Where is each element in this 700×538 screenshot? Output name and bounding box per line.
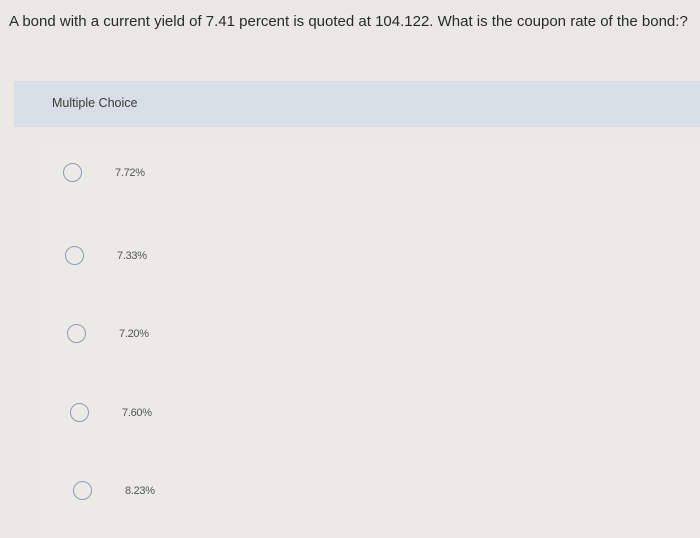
option-3[interactable]: 7.20% xyxy=(67,324,149,343)
option-label: 8.23% xyxy=(125,484,155,497)
option-label: 7.60% xyxy=(122,406,152,419)
option-2[interactable]: 7.33% xyxy=(65,246,147,265)
radio-button[interactable] xyxy=(73,481,92,500)
option-5[interactable]: 8.23% xyxy=(73,481,155,500)
section-label: Multiple Choice xyxy=(52,96,138,110)
option-label: 7.20% xyxy=(119,327,149,340)
option-label: 7.33% xyxy=(117,249,147,262)
radio-button[interactable] xyxy=(63,163,82,182)
multiple-choice-header: Multiple Choice xyxy=(14,81,700,127)
radio-button[interactable] xyxy=(70,403,89,422)
option-4[interactable]: 7.60% xyxy=(70,403,152,422)
radio-button[interactable] xyxy=(65,246,84,265)
option-1[interactable]: 7.72% xyxy=(63,163,145,182)
option-label: 7.72% xyxy=(115,166,145,179)
options-panel xyxy=(40,143,700,538)
question-text: A bond with a current yield of 7.41 perc… xyxy=(9,13,688,30)
radio-button[interactable] xyxy=(67,324,86,343)
